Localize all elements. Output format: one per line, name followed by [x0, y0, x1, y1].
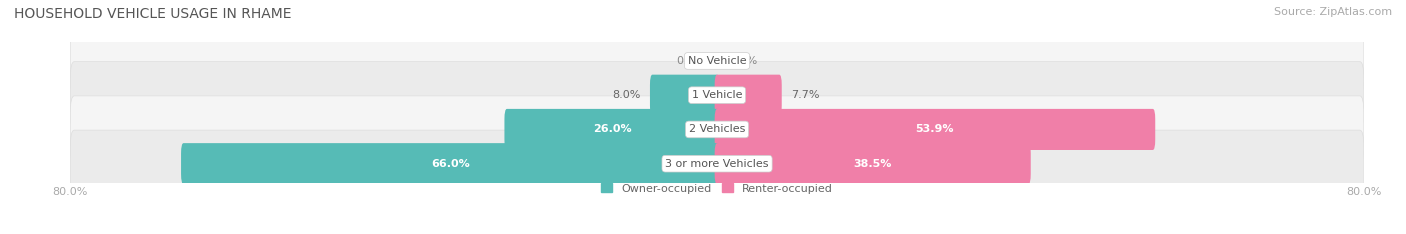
- Text: 66.0%: 66.0%: [430, 159, 470, 169]
- Text: 8.0%: 8.0%: [612, 90, 640, 100]
- Text: 2 Vehicles: 2 Vehicles: [689, 124, 745, 135]
- Text: 1 Vehicle: 1 Vehicle: [692, 90, 742, 100]
- Text: 26.0%: 26.0%: [593, 124, 631, 135]
- Text: 53.9%: 53.9%: [915, 124, 955, 135]
- FancyBboxPatch shape: [70, 27, 1364, 95]
- Text: Source: ZipAtlas.com: Source: ZipAtlas.com: [1274, 7, 1392, 17]
- FancyBboxPatch shape: [714, 109, 1156, 150]
- FancyBboxPatch shape: [505, 109, 720, 150]
- Legend: Owner-occupied, Renter-occupied: Owner-occupied, Renter-occupied: [596, 179, 838, 198]
- FancyBboxPatch shape: [650, 75, 720, 116]
- FancyBboxPatch shape: [714, 143, 1031, 184]
- FancyBboxPatch shape: [70, 130, 1364, 197]
- Text: 7.7%: 7.7%: [792, 90, 820, 100]
- FancyBboxPatch shape: [70, 62, 1364, 129]
- Text: HOUSEHOLD VEHICLE USAGE IN RHAME: HOUSEHOLD VEHICLE USAGE IN RHAME: [14, 7, 291, 21]
- Text: 0.0%: 0.0%: [730, 56, 758, 66]
- Text: 38.5%: 38.5%: [853, 159, 891, 169]
- FancyBboxPatch shape: [714, 75, 782, 116]
- FancyBboxPatch shape: [181, 143, 720, 184]
- Text: 3 or more Vehicles: 3 or more Vehicles: [665, 159, 769, 169]
- Text: No Vehicle: No Vehicle: [688, 56, 747, 66]
- FancyBboxPatch shape: [70, 96, 1364, 163]
- Text: 0.0%: 0.0%: [676, 56, 704, 66]
